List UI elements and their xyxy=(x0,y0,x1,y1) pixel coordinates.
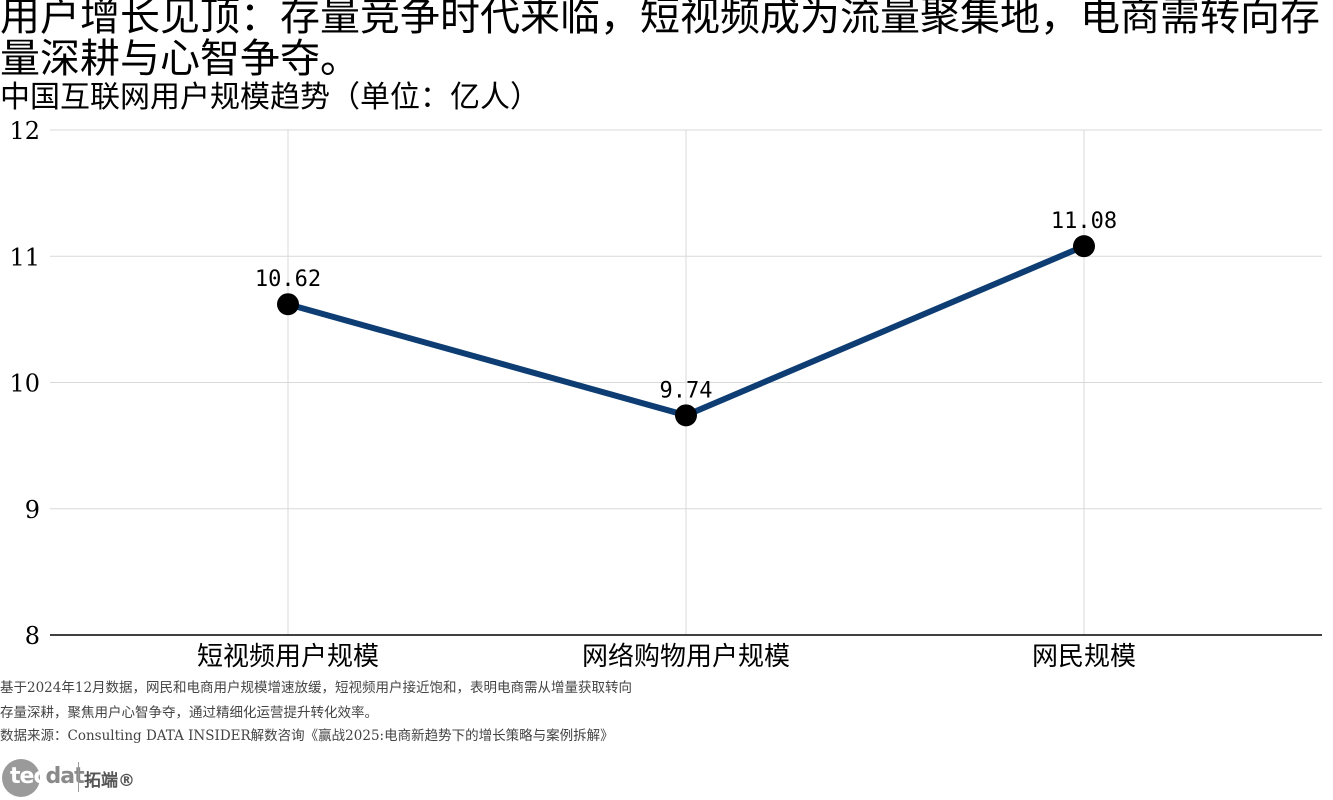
logo-wordmark-left: tec xyxy=(10,764,46,789)
y-tick-label: 12 xyxy=(9,117,40,145)
y-tick-label: 8 xyxy=(25,622,40,650)
footnote-line-1: 基于2024年12月数据，网民和电商用户规模增速放缓，短视频用户接近饱和，表明电… xyxy=(0,680,633,696)
data-label: 10.62 xyxy=(255,267,321,292)
y-tick-label: 10 xyxy=(9,370,40,398)
point-group xyxy=(277,235,1095,427)
data-label: 9.74 xyxy=(660,378,713,403)
logo-wordmark: tecdat xyxy=(10,764,85,789)
logo-badge-icon xyxy=(2,759,40,797)
data-label: 11.08 xyxy=(1051,209,1117,234)
data-point xyxy=(277,293,299,316)
x-tick-labels: 短视频用户规模 网络购物用户规模 网民规模 xyxy=(197,642,1136,672)
chart-title: 中国互联网用户规模趋势（单位：亿人） xyxy=(0,80,540,115)
logo-chinese-name: 拓端® xyxy=(84,771,135,791)
source-note: 数据来源：Consulting DATA INSIDER解数咨询《赢战2025:… xyxy=(0,728,614,744)
brand-logo: tecdat 拓端® xyxy=(2,758,135,798)
y-tick-label: 9 xyxy=(25,496,40,524)
data-label-group: 10.62 9.74 11.08 xyxy=(255,209,1117,403)
y-tick-label: 11 xyxy=(9,243,40,271)
y-tick-labels: 8 9 10 11 12 xyxy=(9,117,40,650)
data-point xyxy=(675,404,697,427)
x-tick-label: 短视频用户规模 xyxy=(197,642,379,672)
logo-divider xyxy=(78,762,79,792)
x-tick-label: 网络购物用户规模 xyxy=(582,642,790,672)
y-gridlines xyxy=(50,129,1322,510)
x-tick-label: 网民规模 xyxy=(1032,642,1136,672)
footnote-line-2: 存量深耕，聚焦用户心智争夺，通过精细化运营提升转化效率。 xyxy=(0,705,378,721)
headline: 用户增长见顶：存量竞争时代来临，短视频成为流量聚集地，电商需转向存量深耕与心智争… xyxy=(0,0,1320,82)
data-point xyxy=(1073,235,1095,258)
